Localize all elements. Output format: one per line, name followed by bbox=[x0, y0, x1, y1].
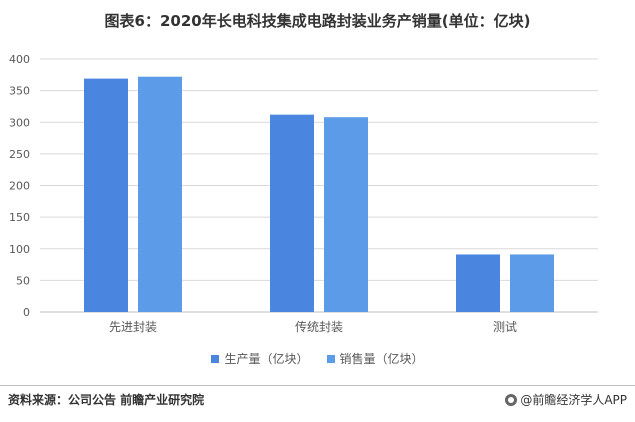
footer-divider bbox=[0, 385, 635, 386]
y-tick-label: 50 bbox=[16, 274, 30, 287]
legend-swatch-sales bbox=[326, 354, 335, 363]
legend: 生产量（亿块） 销售量（亿块） bbox=[0, 350, 635, 367]
y-tick-label: 350 bbox=[9, 85, 30, 98]
brand-credit: @前瞻经济学人APP bbox=[505, 391, 627, 408]
legend-item-production: 生产量（亿块） bbox=[211, 350, 309, 367]
bar bbox=[138, 76, 182, 313]
bar bbox=[324, 117, 368, 312]
bar bbox=[510, 254, 554, 312]
brand-label: @前瞻经济学人APP bbox=[520, 393, 627, 407]
y-tick-label: 300 bbox=[9, 116, 30, 129]
bar bbox=[456, 254, 500, 312]
chart-title: 图表6：2020年长电科技集成电路封装业务产销量(单位：亿块) bbox=[104, 12, 531, 30]
legend-item-sales: 销售量（亿块） bbox=[326, 350, 424, 367]
y-tick-label: 150 bbox=[9, 211, 30, 224]
bar bbox=[84, 78, 128, 312]
source-note: 资料来源：公司公告 前瞻产业研究院 bbox=[8, 393, 205, 407]
legend-swatch-production bbox=[211, 354, 220, 363]
legend-label-production: 生产量（亿块） bbox=[224, 352, 309, 366]
bar bbox=[270, 114, 314, 312]
y-tick-label: 250 bbox=[9, 148, 30, 161]
x-tick-label: 传统封装 bbox=[295, 319, 343, 334]
y-tick-label: 0 bbox=[23, 306, 30, 319]
y-tick-label: 200 bbox=[9, 180, 30, 193]
y-tick-label: 400 bbox=[9, 53, 30, 66]
legend-label-sales: 销售量（亿块） bbox=[339, 352, 424, 366]
x-tick-label: 先进封装 bbox=[109, 320, 157, 334]
x-tick-label: 测试 bbox=[493, 319, 517, 334]
y-tick-label: 100 bbox=[9, 243, 30, 256]
brand-logo-icon bbox=[505, 393, 518, 406]
